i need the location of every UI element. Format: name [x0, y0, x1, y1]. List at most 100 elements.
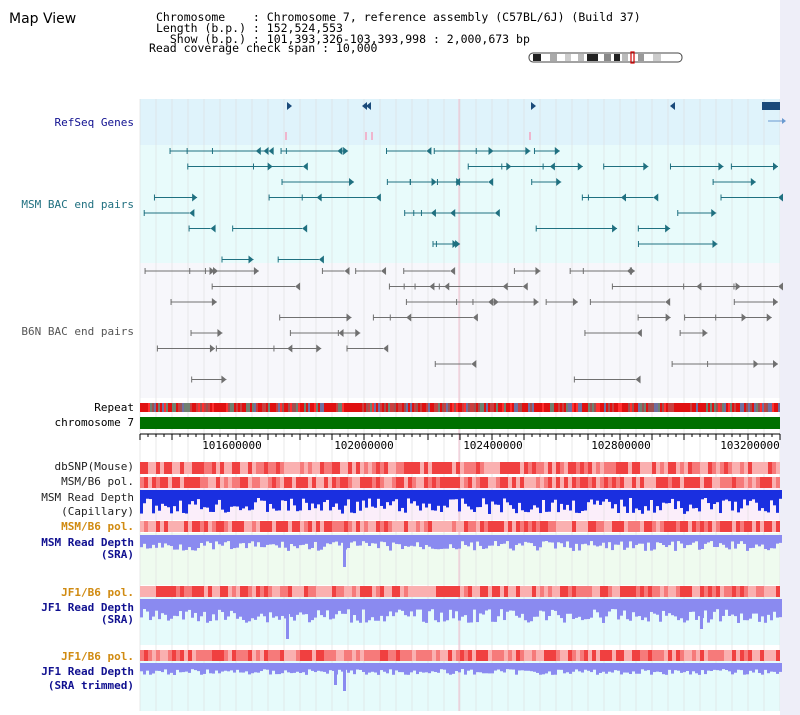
gene-arrow[interactable] [366, 102, 371, 110]
bac-arrow[interactable] [268, 147, 274, 155]
depth-bar [467, 599, 470, 623]
bac-arrow[interactable] [295, 282, 301, 291]
bac-arrow[interactable] [778, 193, 783, 202]
heat-cell [336, 521, 340, 532]
bac-arrow[interactable] [456, 178, 462, 186]
bac-arrow[interactable] [718, 162, 724, 171]
bac-arrow[interactable] [549, 162, 555, 171]
gene-arrow[interactable] [670, 102, 675, 110]
bac-arrow[interactable] [316, 344, 322, 353]
depth-bar [371, 490, 374, 507]
bac-arrow[interactable] [577, 162, 583, 171]
bac-arrow[interactable] [471, 360, 477, 368]
chromosome-ideogram[interactable] [528, 51, 683, 64]
bac-arrow[interactable] [429, 282, 435, 291]
heat-cell [600, 477, 604, 488]
heat-cell [660, 477, 664, 488]
bac-arrow[interactable] [525, 147, 531, 155]
bac-arrow[interactable] [210, 224, 216, 233]
bac-arrow[interactable] [773, 162, 778, 171]
bac-arrow[interactable] [502, 282, 508, 291]
gene-arrow[interactable] [531, 102, 536, 110]
bac-arrow[interactable] [452, 240, 458, 248]
bac-arrow[interactable] [773, 360, 778, 368]
bac-arrow[interactable] [778, 282, 783, 291]
gene-arrow[interactable] [287, 102, 292, 110]
bac-arrow[interactable] [455, 240, 461, 248]
bac-arrow[interactable] [643, 162, 649, 171]
bac-arrow[interactable] [766, 313, 772, 322]
bac-arrow[interactable] [355, 329, 361, 337]
bac-arrow[interactable] [665, 224, 671, 233]
bac-arrow[interactable] [522, 282, 528, 291]
bac-arrow[interactable] [267, 162, 273, 171]
depth-bar [410, 535, 413, 546]
bac-arrow[interactable] [741, 313, 747, 322]
bac-arrow[interactable] [383, 344, 389, 353]
refseq-genes[interactable] [285, 102, 786, 140]
bac-arrow[interactable] [302, 224, 308, 233]
bac-arrow[interactable] [635, 375, 641, 384]
depth-bar [536, 490, 539, 508]
repeat-segment [318, 403, 320, 412]
bac-arrow[interactable] [533, 298, 539, 306]
gene-arrow[interactable] [782, 118, 786, 124]
bac-arrow[interactable] [287, 344, 293, 353]
bac-arrow[interactable] [629, 267, 635, 275]
depth-bar [527, 535, 530, 543]
bac-arrow[interactable] [192, 193, 198, 202]
bac-arrow[interactable] [444, 282, 450, 291]
bac-arrow[interactable] [213, 267, 219, 275]
bac-arrow[interactable] [450, 267, 456, 275]
bac-arrow[interactable] [318, 255, 324, 264]
bac-arrow[interactable] [302, 162, 308, 171]
gene-block[interactable] [762, 102, 780, 110]
bac-arrow[interactable] [621, 193, 627, 202]
bac-arrow[interactable] [253, 267, 259, 275]
bac-arrow[interactable] [488, 178, 494, 186]
msm-bac-end-pairs[interactable] [143, 147, 783, 264]
bac-arrow[interactable] [572, 298, 578, 306]
bac-arrow[interactable] [493, 298, 499, 306]
bac-arrow[interactable] [344, 267, 350, 275]
bac-arrow[interactable] [381, 267, 387, 275]
bac-arrow[interactable] [494, 209, 500, 217]
bac-arrow[interactable] [375, 193, 381, 202]
bac-arrow[interactable] [773, 298, 778, 306]
heat-cell [464, 521, 468, 532]
bac-arrow[interactable] [702, 329, 708, 337]
bac-arrow[interactable] [556, 178, 562, 186]
depth-bar [500, 663, 503, 672]
bac-arrow[interactable] [535, 267, 541, 275]
bac-arrow[interactable] [665, 298, 671, 306]
bac-arrow[interactable] [450, 209, 456, 217]
bac-arrow[interactable] [343, 147, 349, 155]
b6n-bac-end-pairs[interactable] [144, 267, 783, 384]
bac-arrow[interactable] [189, 209, 195, 217]
bac-arrow[interactable] [221, 375, 227, 384]
bac-arrow[interactable] [209, 344, 215, 353]
bac-arrow[interactable] [711, 209, 717, 217]
depth-bar [746, 663, 749, 675]
heat-cell [364, 521, 368, 532]
bac-arrow[interactable] [554, 147, 560, 155]
gene-arrow[interactable] [362, 102, 367, 110]
bac-arrow[interactable] [636, 329, 642, 337]
bac-arrow[interactable] [209, 267, 215, 275]
bac-arrow[interactable] [712, 240, 718, 248]
bac-arrow[interactable] [346, 313, 352, 322]
bac-arrow[interactable] [472, 313, 478, 322]
bac-arrow[interactable] [211, 298, 217, 306]
bac-arrow[interactable] [316, 193, 322, 202]
bac-arrow[interactable] [263, 147, 269, 155]
bac-arrow[interactable] [665, 313, 671, 322]
bac-arrow[interactable] [426, 147, 432, 155]
bac-arrow[interactable] [750, 178, 756, 186]
bac-arrow[interactable] [217, 329, 223, 337]
heat-cell [708, 521, 712, 532]
bac-arrow[interactable] [612, 224, 618, 233]
bac-arrow[interactable] [248, 255, 254, 264]
bac-arrow[interactable] [653, 193, 659, 202]
bac-arrow[interactable] [349, 178, 355, 186]
bac-arrow[interactable] [696, 282, 702, 291]
